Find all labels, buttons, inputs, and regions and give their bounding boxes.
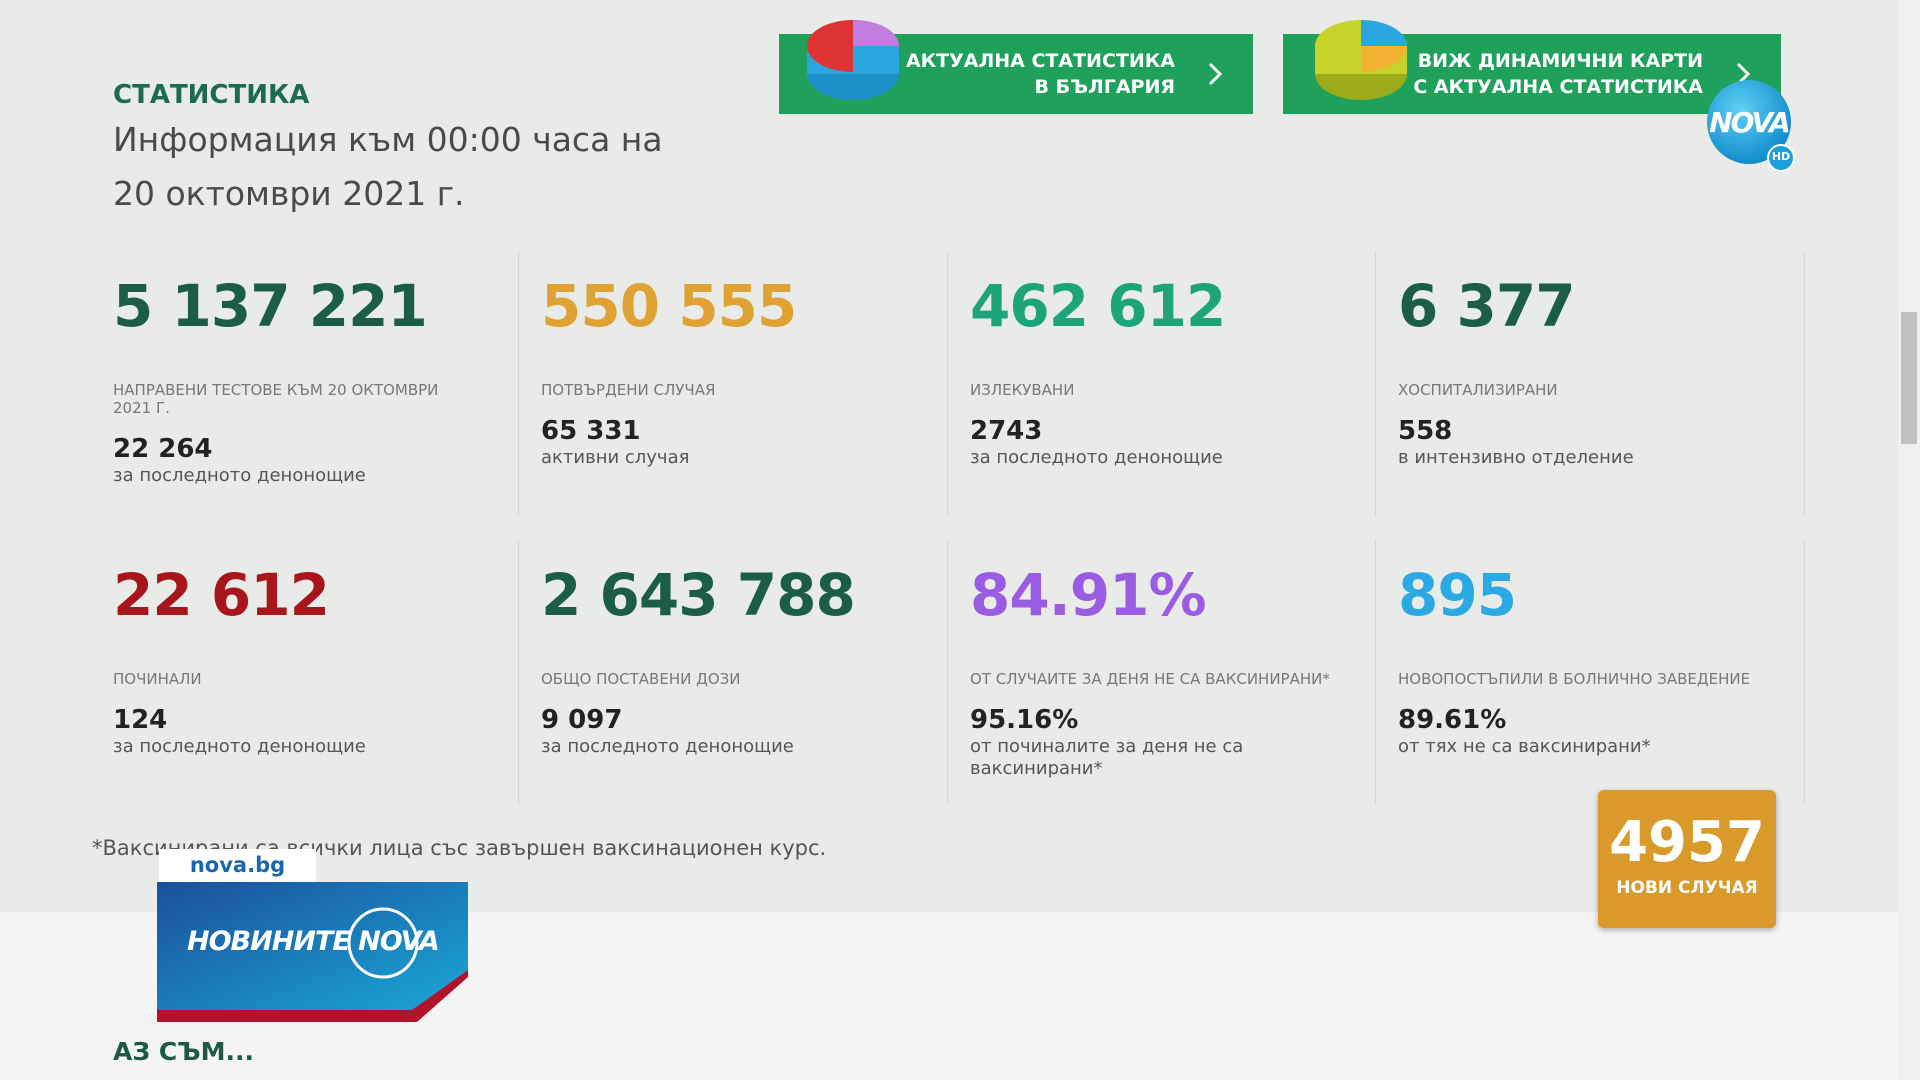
pie-icon [1315, 20, 1407, 100]
button-line: С АКТУАЛНА СТАТИСТИКА [1413, 76, 1703, 98]
pie-icon [807, 20, 899, 100]
stat-value: 462 612 [970, 272, 1226, 340]
separator [1375, 251, 1376, 516]
stat-card: 2 643 788 ОБЩО ПОСТАВЕНИ ДОЗИ 9 097 за посл… [541, 540, 901, 758]
badge-label: НОВИ СЛУЧАЯ [1616, 878, 1758, 898]
stats-button[interactable]: АКТУАЛНА СТАТИСТИКА В БЪЛГАРИЯ [779, 20, 1253, 114]
stat-label: ИЗЛЕКУВАНИ [970, 381, 1075, 399]
stat-card: 895 НОВОПОСТЪПИЛИ В БОЛНИЧНО ЗАВЕДЕНИЕ 89.… [1398, 540, 1758, 758]
stat-value: 6 377 [1398, 272, 1576, 340]
stat-sub-value: 22 264 [113, 434, 213, 464]
stat-sub-label: в интензивно отделение [1398, 447, 1634, 468]
stat-value: 5 137 221 [113, 272, 428, 340]
separator [1804, 251, 1805, 516]
chevron-icon [1736, 62, 1751, 86]
stat-sub-value: 89.61% [1398, 705, 1507, 735]
button-line: АКТУАЛНА СТАТИСТИКА [905, 50, 1175, 72]
stat-value: 22 612 [113, 561, 330, 629]
logo-circle [1707, 80, 1795, 172]
info-line: 20 октомври 2021 г. [113, 174, 465, 213]
badge-value: 4957 [1609, 810, 1765, 875]
stat-value: 2 643 788 [541, 561, 856, 629]
site-tag: nova.bg [159, 849, 316, 882]
stat-sub-label: за последното денонощие [113, 736, 366, 757]
maps-button[interactable]: ВИЖ ДИНАМИЧНИ КАРТИ С АКТУАЛНА СТАТИСТИК… [1283, 20, 1781, 114]
stat-sub-label: за последното денонощие [970, 447, 1223, 468]
stat-card: 84.91% ОТ СЛУЧАИТЕ ЗА ДЕНЯ НЕ СА ВАКСИНИР… [970, 540, 1330, 780]
stat-card: 550 555 ПОТВЪРДЕНИ СЛУЧАЯ 65 331 активни сл… [541, 251, 901, 469]
scroll-thumb[interactable] [1901, 312, 1917, 444]
stat-value: 550 555 [541, 272, 797, 340]
channel-logo: NOVA HD [1705, 78, 1795, 173]
button-line: ВИЖ ДИНАМИЧНИ КАРТИ [1417, 50, 1703, 72]
stat-card: 6 377 ХОСПИТАЛИЗИРАНИ 558 в интензивно отде… [1398, 251, 1758, 469]
separator [947, 251, 948, 516]
stat-sub-value: 558 [1398, 416, 1453, 446]
separator [947, 540, 948, 805]
stat-label: ОБЩО ПОСТАВЕНИ ДОЗИ [541, 670, 741, 688]
separator [518, 251, 519, 516]
separator [1375, 540, 1376, 805]
stat-label: НАПРАВЕНИ ТЕСТОВЕ КЪМ 20 ОКТОМВРИ 2021 Г… [113, 381, 439, 417]
stat-sub-value: 65 331 [541, 416, 641, 446]
scrollbar[interactable] [1898, 0, 1920, 1080]
section-label: СТАТИСТИКА [113, 80, 310, 110]
stat-card: 462 612 ИЗЛЕКУВАНИ 2743 за последното денон… [970, 251, 1330, 469]
stat-value: 895 [1398, 561, 1517, 629]
stat-sub-label: от починалите за деня не са ваксинирани* [970, 736, 1244, 779]
stat-label: ХОСПИТАЛИЗИРАНИ [1398, 381, 1558, 399]
button-line: В БЪЛГАРИЯ [1034, 76, 1175, 98]
show-logo-bg [157, 882, 468, 1022]
stat-sub-label: за последното денонощие [541, 736, 794, 757]
stat-label: ПОТВЪРДЕНИ СЛУЧАЯ [541, 381, 716, 399]
stat-label: ПОЧИНАЛИ [113, 670, 202, 688]
next-section: АЗ СЪМ... [113, 1037, 255, 1066]
separator [518, 540, 519, 805]
stat-card: 5 137 221 НАПРАВЕНИ ТЕСТОВЕ КЪМ 20 ОКТОМВ… [113, 251, 473, 487]
stat-sub-value: 9 097 [541, 705, 623, 735]
separator [1804, 540, 1805, 805]
show-logo: НОВИНИТЕ NOVA [157, 882, 468, 1022]
stat-card: 22 612 ПОЧИНАЛИ 124 за последното денонощие [113, 540, 473, 758]
stat-sub-value: 124 [113, 705, 168, 735]
stat-value: 84.91% [970, 561, 1207, 629]
new-cases-badge: 4957 НОВИ СЛУЧАЯ [1598, 790, 1776, 928]
stat-sub-value: 95.16% [970, 705, 1079, 735]
info-line: Информация към 00:00 часа на [113, 120, 663, 159]
stat-sub-label: от тях не са ваксинирани* [1398, 736, 1651, 757]
stat-label: ОТ СЛУЧАИТЕ ЗА ДЕНЯ НЕ СА ВАКСИНИРАНИ* [970, 670, 1330, 688]
stat-label: НОВОПОСТЪПИЛИ В БОЛНИЧНО ЗАВЕДЕНИЕ [1398, 670, 1751, 688]
show-name: НОВИНИТЕ NOVA [187, 926, 440, 957]
logo-hd: HD [1771, 150, 1791, 163]
logo-text: NOVA [1709, 106, 1791, 139]
stat-sub-value: 2743 [970, 416, 1043, 446]
chevron-icon [1208, 62, 1223, 86]
stat-sub-label: активни случая [541, 447, 690, 468]
stat-sub-label: за последното денонощие [113, 465, 366, 486]
